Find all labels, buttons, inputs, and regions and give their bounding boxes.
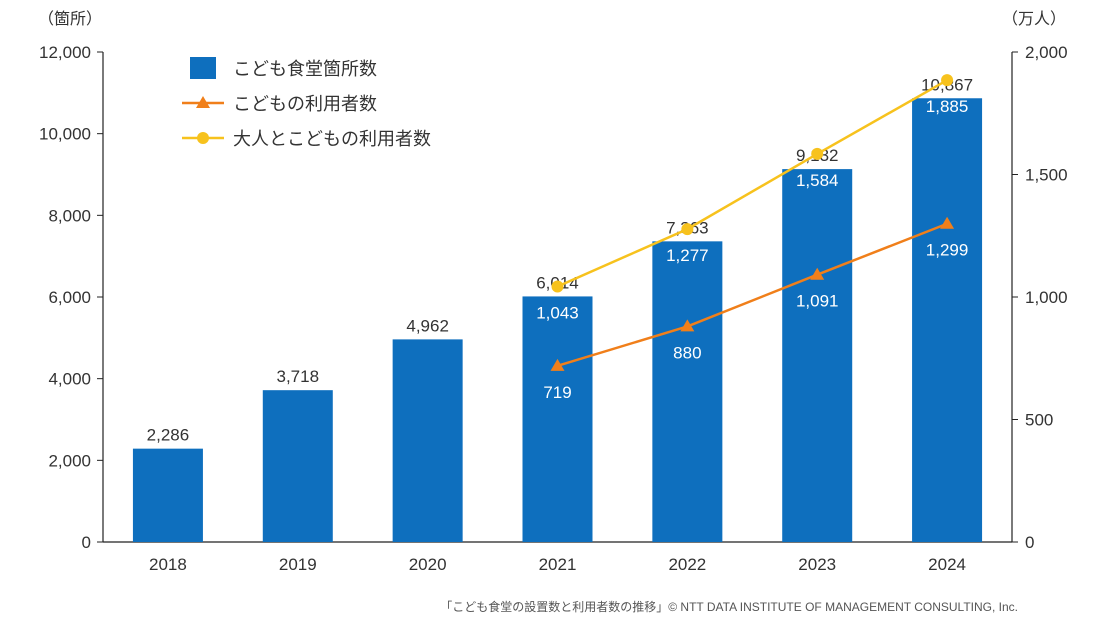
left-tick-label: 4,000 [48,370,91,389]
x-tick-label: 2018 [149,555,187,574]
data-point [681,223,694,236]
x-tick-label: 2020 [409,555,447,574]
bar [912,98,983,543]
line-value-label: 1,043 [536,303,579,322]
right-tick-label: 1,000 [1025,288,1068,307]
bar [522,296,593,542]
left-tick-label: 6,000 [48,288,91,307]
left-tick-label: 12,000 [39,43,91,62]
x-tick-label: 2023 [798,555,836,574]
line-value-label: 719 [543,383,571,402]
series-line [556,79,948,288]
x-tick-label: 2019 [279,555,317,574]
right-axis-unit: （万人） [1002,10,1066,28]
data-point [680,319,695,332]
bar-value-label: 4,962 [406,316,449,335]
bar [262,390,333,542]
legend-swatch [190,57,216,79]
bar-value-label: 2,286 [147,426,190,445]
legend-label: こどもの利用者数 [233,94,377,114]
line-value-label: 1,277 [666,246,709,265]
data-point [811,147,824,160]
line-value-label: 1,584 [796,171,839,190]
bar [392,339,463,542]
line-value-label: 1,299 [926,241,969,260]
right-tick-label: 0 [1025,533,1034,552]
x-tick-label: 2021 [539,555,577,574]
right-tick-label: 2,000 [1025,43,1068,62]
right-tick-label: 500 [1025,411,1053,430]
left-tick-label: 10,000 [39,125,91,144]
right-tick-label: 1,500 [1025,166,1068,185]
legend-marker [196,96,210,108]
x-tick-label: 2024 [928,555,966,574]
bar [652,241,723,542]
legend-marker [197,132,209,144]
x-tick-label: 2022 [668,555,706,574]
series-line [557,222,948,368]
bar [782,169,853,543]
data-point [551,280,564,293]
line-value-label: 880 [673,343,701,362]
left-tick-label: 2,000 [48,451,91,470]
data-point [550,358,565,371]
left-axis-unit: （箇所） [38,10,102,28]
footer-credit: 「こども食堂の設置数と利用者数の推移」© NTT DATA INSTITUTE … [440,600,1018,614]
data-point [940,216,955,229]
legend-label: 大人とこどもの利用者数 [233,129,431,149]
data-point [810,267,825,280]
left-tick-label: 8,000 [48,206,91,225]
left-tick-label: 0 [82,533,91,552]
legend-label: こども食堂箇所数 [233,59,377,79]
bar-value-label: 3,718 [277,367,320,386]
line-value-label: 1,091 [796,292,839,311]
data-point [941,74,954,87]
bar [132,448,203,542]
line-value-label: 1,885 [926,97,969,116]
